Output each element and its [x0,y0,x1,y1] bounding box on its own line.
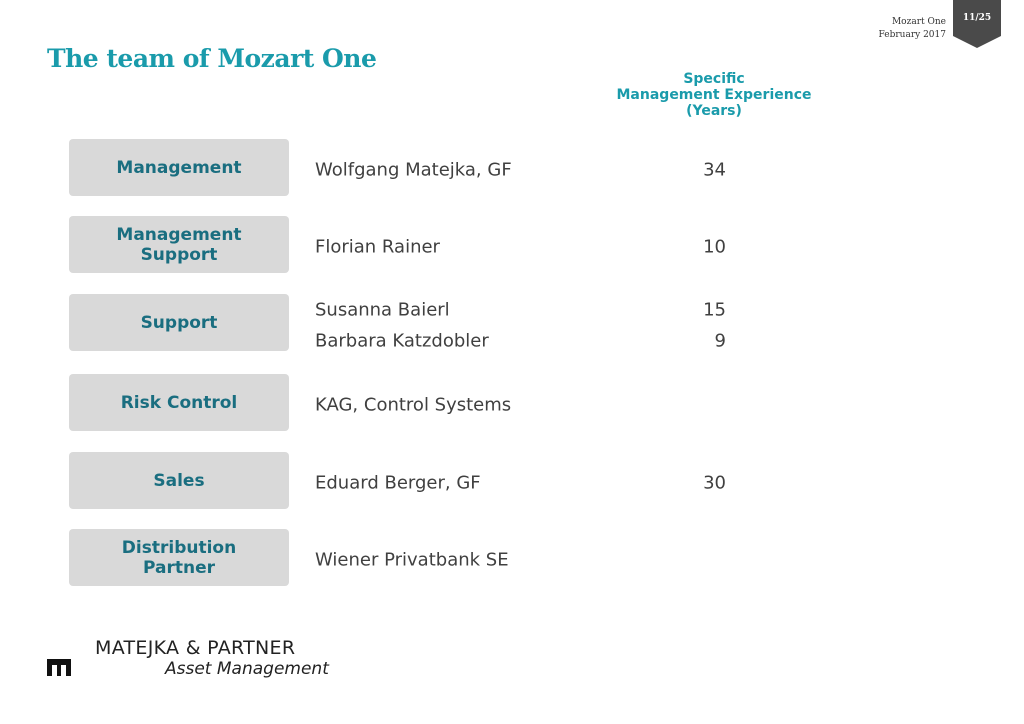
experience-years: 34 [703,159,726,181]
page-badge [953,0,1001,48]
experience-years: 15 [703,299,726,320]
experience-years: 9 [714,330,726,351]
company-division: Asset Management [165,659,329,679]
role-box: Distribution Partner [69,529,289,586]
member-name: KAG, Control Systems [315,394,512,416]
member-name: Barbara Katzdobler [315,330,489,351]
role-label: Management [116,157,242,178]
experience-years: 10 [703,236,726,258]
page-number: 11/25 [962,13,992,23]
member-name: Wiener Privatbank SE [315,549,509,571]
date: February 2017 [878,30,946,40]
experience-years: 30 [703,472,726,494]
role-box: Management [69,139,289,196]
role-label: Risk Control [120,392,238,413]
member-name: Florian Rainer [315,236,440,258]
member-name: Wolfgang Matejka, GF [315,159,512,181]
column-header-line: Specific [683,71,745,87]
slide-meta: Mozart One February 2017 [879,16,946,42]
logo-icon [47,659,71,676]
role-box: Sales [69,452,289,509]
column-header-line: (Years) [686,103,742,119]
member-name: Eduard Berger, GF [315,472,481,494]
role-box: Risk Control [69,374,289,431]
slide-title: The team of Mozart One [47,44,377,73]
role-label: Distribution [121,537,237,558]
role-label: Support [140,244,218,265]
member-name: Susanna Baierl [315,299,450,320]
role-label: Management [116,224,242,245]
company-name: MATEJKA & PARTNER [95,637,296,659]
role-box: Support [69,294,289,351]
column-header-line: Management Experience [616,87,812,103]
role-box: Management Support [69,216,289,273]
product: Mozart One [891,17,946,27]
column-header: Specific Management Experience (Years) [600,71,828,119]
role-label: Partner [142,557,215,578]
role-label: Sales [153,470,205,491]
role-label: Support [140,312,218,333]
